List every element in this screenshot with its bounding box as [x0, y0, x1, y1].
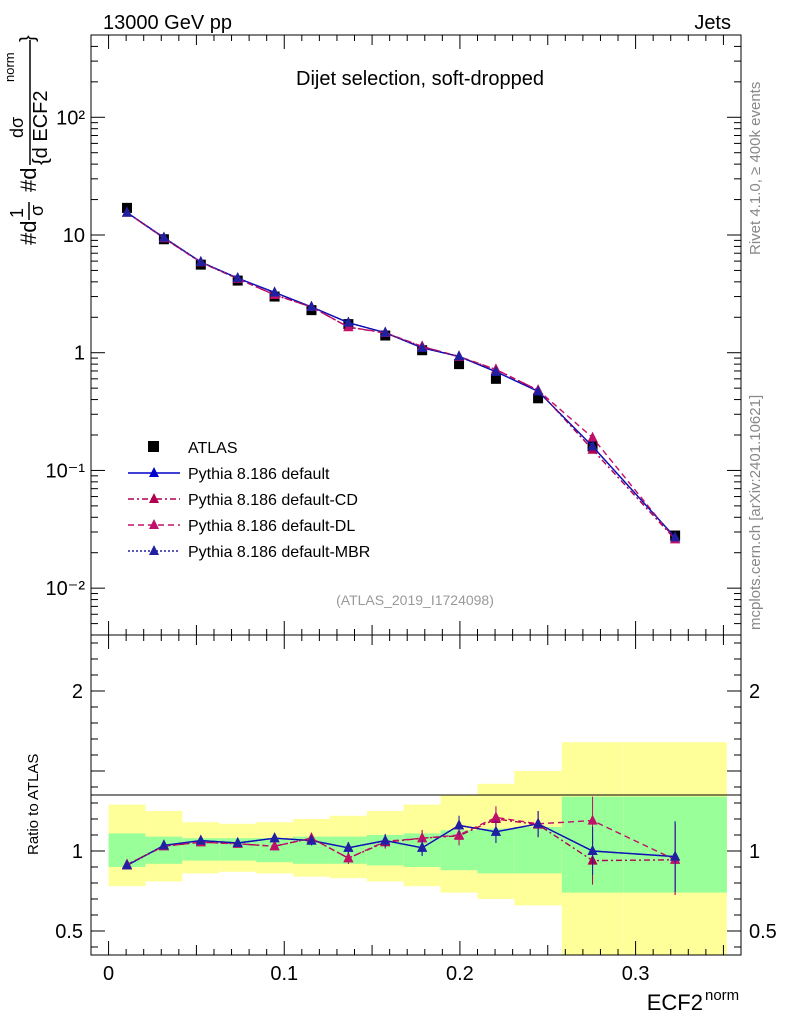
main-series-marker-dl: [587, 431, 598, 442]
main-y-axis: 10⁻² 10⁻¹ 1 10 10²: [46, 34, 741, 636]
main-y-tick-label: 10: [63, 225, 85, 247]
main-series-marker-mbr: [490, 365, 501, 376]
ylabel-part-sigma: σ: [27, 205, 47, 216]
ylabel-part-brace: }: [17, 35, 39, 42]
ratio-x-tick-label: 0.3: [622, 963, 650, 985]
ratio-x-tick-label: 0.2: [446, 963, 474, 985]
ratio-series-marker-mbr: [269, 832, 280, 843]
main-y-tick-label: 1: [74, 343, 85, 365]
main-panel: Dijet selection, soft-dropped (ATLAS_201…: [46, 34, 742, 636]
atlas-data-point: [490, 373, 501, 384]
ylabel-part-one: 1: [7, 208, 27, 218]
ratio-series-marker-mbr: [417, 841, 428, 852]
ylabel-part-dsigma: dσ: [7, 117, 27, 138]
legend-label-mbr: Pythia 8.186 default-MBR: [188, 544, 370, 561]
x-axis-label-sup: norm: [705, 987, 739, 1004]
ratio-series-marker-mbr: [380, 834, 391, 845]
main-series-marker-mbr: [306, 300, 317, 311]
main-series-marker-mbr: [343, 316, 354, 327]
ratio-x-tick-label: 0: [103, 963, 114, 985]
ratio-band-stat: [182, 838, 220, 861]
main-series-marker-mbr: [587, 440, 598, 451]
legend-label-dl: Pythia 8.186 default-DL: [188, 518, 355, 535]
main-y-tick-label: 10⁻¹: [46, 460, 86, 482]
main-title: Dijet selection, soft-dropped: [296, 68, 544, 90]
ratio-series-marker-mbr: [454, 819, 465, 830]
ratio-series-marker-mbr: [232, 837, 243, 847]
legend-marker-default: [149, 467, 159, 477]
ratio-series-marker-mbr: [158, 839, 169, 850]
side-mcplots-label: mcplots.cern.ch [arXiv:2401.10621]: [747, 395, 764, 630]
ylabel-part-d1: #d: [16, 221, 41, 245]
ratio-series-marker-dl: [417, 832, 428, 843]
main-series-line-cd: [126, 212, 676, 540]
main-series-marker-mbr: [269, 286, 280, 297]
ratio-series-marker-mbr: [587, 845, 598, 855]
main-y-axis-label: #d 1 σ #d dσ {d ECF2 norm }: [2, 35, 52, 245]
main-series-line-mbr: [126, 212, 676, 538]
main-series-marker-mbr: [232, 272, 243, 283]
main-y-tick-label: 10²: [56, 107, 85, 129]
main-series-marker-mbr: [533, 385, 544, 396]
ratio-x-axis: 0 0.1 0.2 0.3: [103, 635, 724, 985]
ratio-panel: 0.5 0.5 1 1 2 2 0 0.1 0.2 0.3 Ratio to ATLAS ECF…: [25, 634, 777, 1015]
ratio-series-marker-mbr: [195, 834, 206, 845]
ratio-series-marker-mbr: [490, 825, 501, 836]
ratio-y-tick-label: 1: [72, 841, 83, 863]
ylabel-part-decf2: {d ECF2: [30, 91, 52, 165]
ratio-series-marker-mbr: [306, 834, 317, 845]
ratio-series-line-mbr: [126, 823, 676, 867]
main-series-line-dl: [126, 212, 676, 540]
main-marks: [122, 202, 681, 544]
legend-marker-mbr: [149, 545, 159, 555]
main-series-marker-mbr: [417, 341, 428, 352]
ratio-y-tick-label-right: 0.5: [749, 921, 777, 943]
watermark-label: (ATLAS_2019_I1724098): [336, 592, 494, 608]
ratio-series-marker-dl: [490, 811, 501, 822]
ratio-series-marker-mbr: [533, 817, 544, 828]
main-series-marker-mbr: [122, 206, 133, 217]
main-series-marker-mbr: [454, 350, 465, 361]
ratio-series-marker-mbr: [343, 841, 354, 852]
ratio-y-tick-label: 2: [72, 681, 83, 703]
main-x-ticks: [108, 35, 724, 635]
ratio-y-tick-label-right: 1: [749, 841, 760, 863]
ratio-y-tick-label: 0.5: [55, 921, 83, 943]
main-y-tick-label: 10⁻²: [46, 578, 86, 600]
side-rivet-label: Rivet 4.1.0, ≥ 400k events: [747, 82, 764, 255]
legend-label-cd: Pythia 8.186 default-CD: [188, 492, 358, 509]
ratio-series-marker-dl: [587, 814, 598, 825]
ratio-x-tick-label: 0.1: [270, 963, 298, 985]
ratio-series-marker-mbr: [122, 859, 133, 870]
ratio-y-tick-label-right: 2: [749, 681, 760, 703]
legend-marker-atlas: [148, 441, 159, 452]
ratio-y-axis: 0.5 0.5 1 1 2 2: [55, 642, 777, 948]
main-series-marker-mbr: [195, 255, 206, 266]
legend: ATLAS Pythia 8.186 default Pythia 8.186 de…: [128, 440, 370, 561]
ratio-series-marker-dl: [343, 852, 354, 863]
x-axis-label: ECF2: [647, 990, 703, 1015]
header-jets-label: Jets: [694, 12, 731, 34]
main-series-line-default: [126, 212, 676, 538]
atlas-data-point: [533, 393, 544, 404]
ratio-bands: [108, 742, 727, 955]
main-series-marker-mbr: [380, 326, 391, 337]
ylabel-part-norm: norm: [2, 52, 17, 82]
legend-marker-dl: [149, 519, 159, 529]
ratio-series-marker-mbr: [670, 850, 681, 861]
ratio-series-line-dl: [126, 816, 676, 866]
header-energy-label: 13000 GeV pp: [103, 12, 232, 34]
legend-label-atlas: ATLAS: [188, 440, 238, 457]
legend-marker-cd: [149, 493, 159, 503]
ylabel-part-d2: #d: [16, 168, 41, 192]
main-series-marker-mbr: [670, 531, 681, 542]
ratio-marks: [122, 796, 681, 895]
legend-label-default: Pythia 8.186 default: [188, 466, 330, 483]
ratio-y-axis-label: Ratio to ATLAS: [25, 754, 42, 855]
atlas-data-point: [454, 359, 465, 370]
ratio-series-marker-dl: [269, 840, 280, 851]
main-series-marker-mbr: [158, 231, 169, 242]
